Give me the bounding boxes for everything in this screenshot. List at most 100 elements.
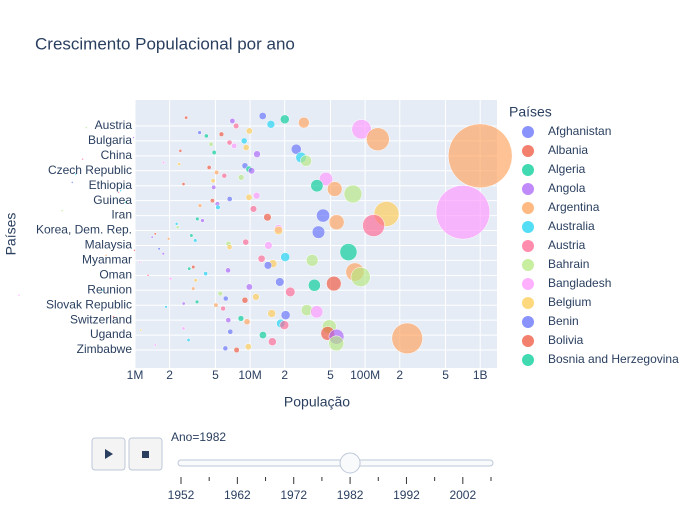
legend-marker[interactable] <box>522 183 534 195</box>
bubble <box>366 127 390 151</box>
bubble <box>101 289 104 292</box>
x-tick-label: 1B <box>473 368 488 382</box>
bubble <box>243 318 251 326</box>
legend-marker[interactable] <box>522 278 534 290</box>
bubble <box>191 286 196 291</box>
bubble <box>209 198 215 204</box>
slider-label: 1972 <box>280 488 307 502</box>
legend-marker[interactable] <box>522 316 534 328</box>
bubble <box>166 237 171 241</box>
bubble <box>117 191 120 194</box>
x-tick-label: 2 <box>166 368 173 382</box>
y-tick-label: China <box>101 148 133 162</box>
legend-marker[interactable] <box>522 164 534 176</box>
bubble <box>174 222 179 226</box>
bubble <box>253 150 261 158</box>
legend-marker[interactable] <box>522 240 534 252</box>
legend-marker[interactable] <box>522 354 534 366</box>
bubble <box>290 143 302 155</box>
y-tick-label: Guinea <box>93 193 132 207</box>
slider-track[interactable] <box>177 459 494 467</box>
y-tick-label: Korea, Dem. Rep. <box>36 223 132 237</box>
stop-button[interactable] <box>128 437 163 471</box>
bubble <box>279 114 290 125</box>
bubble <box>112 315 115 319</box>
y-tick-label: Malaysia <box>85 238 133 252</box>
legend-label[interactable]: Bosnia and Herzegovina <box>548 352 679 366</box>
legend-label[interactable]: Algeria <box>548 162 586 176</box>
bubble <box>266 120 276 129</box>
bubble <box>220 305 226 312</box>
legend-label[interactable]: Afghanistan <box>548 124 611 138</box>
play-icon[interactable] <box>105 449 113 459</box>
x-tick-label: 1M <box>127 368 144 382</box>
bubble <box>237 315 245 322</box>
legend-label[interactable]: Austria <box>548 238 586 252</box>
bubble <box>217 290 223 297</box>
legend-label[interactable]: Albania <box>548 143 588 157</box>
bubble <box>178 149 183 153</box>
legend-marker[interactable] <box>522 202 534 214</box>
legend-label[interactable]: Bangladesh <box>548 276 611 290</box>
bubble <box>298 116 310 129</box>
bubble <box>343 184 363 204</box>
bubble <box>328 214 345 231</box>
bubble <box>85 126 88 129</box>
legend-label[interactable]: Belgium <box>548 295 591 309</box>
legend-marker[interactable] <box>522 221 534 233</box>
legend-marker[interactable] <box>522 335 534 347</box>
bubble <box>225 317 232 323</box>
bubble <box>300 154 312 167</box>
bubble <box>241 296 249 304</box>
legend-label[interactable]: Australia <box>548 219 595 233</box>
bubble <box>258 112 267 120</box>
bubble <box>245 193 253 201</box>
bubble <box>231 142 238 149</box>
x-tick-label: 5 <box>442 368 449 382</box>
bubble <box>71 181 74 184</box>
play-button[interactable] <box>91 437 126 471</box>
bubble <box>81 157 84 161</box>
legend-label[interactable]: Bahrain <box>548 257 589 271</box>
bubble <box>211 150 217 155</box>
bubble <box>328 335 345 352</box>
slider-handle[interactable] <box>339 452 361 474</box>
bubble <box>146 273 150 277</box>
legend-marker[interactable] <box>522 126 534 138</box>
y-axis-title: Países <box>3 213 19 256</box>
bubble <box>280 252 290 262</box>
legend-label[interactable]: Benin <box>548 314 579 328</box>
y-tick-label: Czech Republic <box>48 163 132 177</box>
legend-label[interactable]: Bolivia <box>548 333 584 347</box>
stop-icon[interactable] <box>142 451 149 458</box>
bubble <box>248 167 256 175</box>
bubble <box>189 233 194 238</box>
bubble <box>264 241 273 250</box>
bubble <box>181 182 186 186</box>
bubble <box>175 225 180 229</box>
y-tick-label: Switzerland <box>70 312 132 326</box>
bubble <box>245 127 253 135</box>
legend-marker[interactable] <box>522 145 534 157</box>
bubble <box>305 254 319 267</box>
bubble <box>119 189 122 192</box>
bubble <box>263 261 273 270</box>
bubble <box>280 310 291 320</box>
bubble <box>191 264 196 270</box>
legend-label[interactable]: Argentina <box>548 200 600 214</box>
bubble <box>362 214 385 237</box>
bubble <box>226 139 233 146</box>
bubble <box>218 131 225 137</box>
slider-label: 1952 <box>168 488 195 502</box>
bubble <box>221 173 228 179</box>
bubble <box>252 191 261 200</box>
legend-marker[interactable] <box>522 259 534 271</box>
bubble <box>211 184 217 190</box>
bubble <box>229 118 236 124</box>
legend-marker[interactable] <box>522 297 534 309</box>
bubble <box>275 277 285 287</box>
y-tick-label: Reunion <box>87 282 132 296</box>
bubble <box>435 185 491 240</box>
bubble <box>263 213 272 222</box>
legend-label[interactable]: Angola <box>548 181 586 195</box>
